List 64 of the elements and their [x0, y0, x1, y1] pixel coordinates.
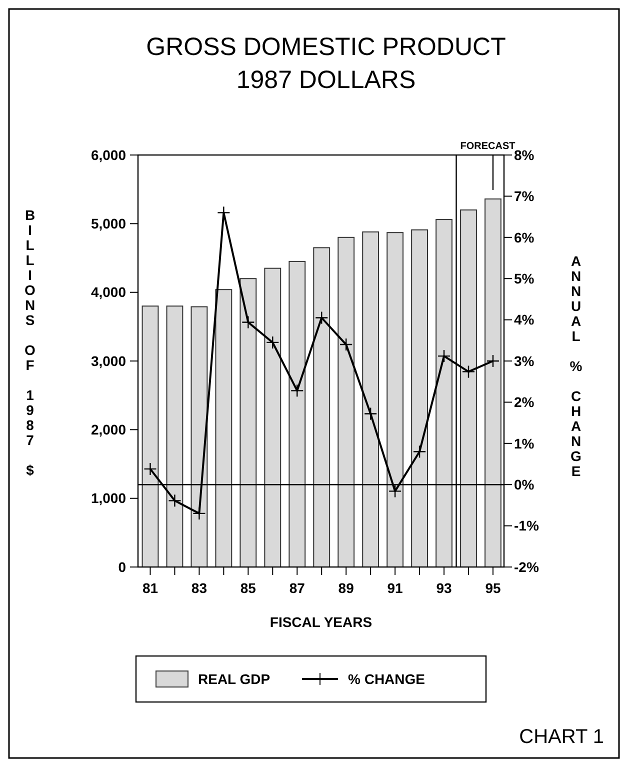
x-tick-label: 91	[387, 580, 404, 596]
y-tick-label: 2,000	[90, 422, 126, 438]
point	[168, 494, 182, 508]
bar	[190, 306, 208, 568]
bar	[436, 219, 452, 568]
x-tick-label: 93	[436, 580, 452, 596]
y-tick-label: 5,000	[90, 216, 126, 232]
x-tick-label: 87	[289, 580, 306, 596]
y2-tick-label: 2%	[514, 394, 535, 410]
y2-tick-label: 7%	[514, 188, 535, 204]
legend-label: % CHANGE	[348, 670, 426, 687]
bar	[166, 306, 184, 568]
bar	[484, 198, 502, 568]
caption: CHART 1	[519, 726, 604, 748]
y2-tick-label: 6%	[514, 229, 535, 246]
point	[339, 338, 353, 352]
point	[412, 445, 426, 458]
x-tick-label: 89	[338, 580, 354, 596]
point	[364, 407, 378, 420]
y-tick-label: 1,000	[90, 490, 126, 506]
bar	[264, 268, 282, 568]
y-tick-label: 0	[118, 558, 126, 575]
x-tick-label: 81	[142, 580, 158, 596]
point	[192, 506, 206, 520]
y2-tick-label: 0%	[514, 476, 535, 492]
point	[266, 336, 280, 350]
point	[290, 384, 304, 398]
y2-tick-label: 1%	[514, 435, 535, 452]
chart-subtitle: 1987 DOLLARS	[236, 66, 416, 94]
y2-tick-label: 5%	[514, 270, 535, 286]
y2-tick-label: -2%	[514, 558, 540, 575]
y-tick-label: 3,000	[90, 352, 126, 369]
y2-tick-label: 3%	[514, 352, 535, 369]
bar	[362, 231, 380, 568]
point	[486, 354, 500, 368]
y-tick-label: 4,000	[90, 284, 126, 300]
chart-title: GROSS DOMESTIC PRODUCT	[146, 33, 506, 61]
y2-tick-label: 8%	[514, 146, 535, 163]
text: ANNUAL % CHANGE	[570, 253, 582, 479]
bar	[215, 289, 232, 568]
bar	[386, 232, 404, 568]
bar	[460, 209, 477, 568]
point	[437, 349, 451, 363]
text: BILLIONS OF 1987 $	[24, 207, 36, 478]
bar	[313, 247, 330, 568]
point	[144, 462, 157, 476]
x-tick-label: 85	[240, 580, 256, 596]
ref-line-label: FORECAST	[460, 141, 516, 152]
bar	[338, 236, 355, 568]
x-axis-title: FISCAL YEARS	[270, 614, 372, 630]
y2-tick-label: -1%	[514, 518, 540, 534]
bar	[240, 278, 257, 568]
x-tick-label: 83	[191, 580, 208, 596]
y2-tick-label: 4%	[514, 312, 535, 328]
bar	[288, 260, 306, 568]
bar	[142, 306, 159, 568]
x-tick-label: 95	[485, 580, 501, 596]
point	[242, 316, 255, 329]
y-tick-label: 6,000	[90, 146, 126, 163]
point	[315, 311, 328, 324]
point	[462, 365, 476, 378]
point	[388, 484, 402, 498]
legend-label: REAL GDP	[198, 670, 270, 687]
bar	[411, 229, 428, 568]
